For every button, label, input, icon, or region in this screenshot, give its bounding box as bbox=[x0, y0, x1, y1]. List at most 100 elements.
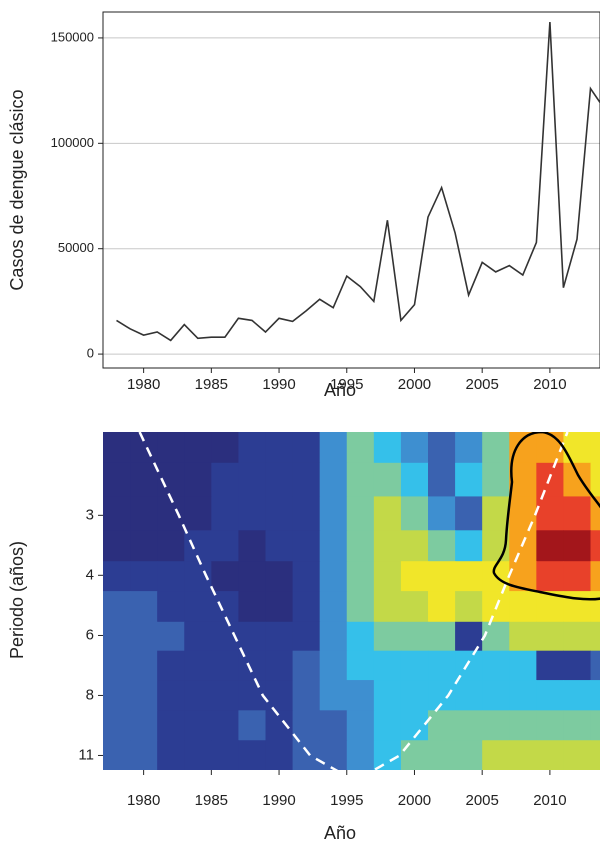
heat-cell bbox=[346, 462, 375, 497]
heat-cell bbox=[130, 591, 158, 623]
heat-cell bbox=[428, 740, 456, 770]
heat-cell bbox=[482, 710, 510, 741]
heat-cell bbox=[590, 650, 600, 681]
y-tick-label: 4 bbox=[86, 566, 94, 583]
heat-cell bbox=[130, 530, 158, 562]
heat-cell bbox=[455, 496, 483, 531]
heat-cell bbox=[157, 621, 185, 652]
heat-cell bbox=[536, 621, 564, 652]
heat-cell bbox=[563, 621, 592, 652]
heat-cell bbox=[211, 530, 239, 562]
heat-cell bbox=[292, 591, 321, 623]
heat-cell bbox=[292, 561, 321, 592]
heat-cell bbox=[455, 710, 483, 741]
heat-cell bbox=[373, 496, 402, 531]
x-tick-label: 2005 bbox=[465, 376, 498, 393]
heat-cell bbox=[292, 621, 321, 652]
heat-cell bbox=[103, 591, 131, 623]
x-tick-label: 2010 bbox=[533, 792, 566, 809]
heat-cell bbox=[292, 496, 321, 531]
heat-cell bbox=[319, 710, 348, 741]
line-series bbox=[116, 22, 600, 342]
heat-cell bbox=[265, 462, 294, 497]
heat-cell bbox=[130, 462, 158, 497]
heat-cell bbox=[455, 591, 483, 623]
heat-cell bbox=[292, 462, 321, 497]
heat-cell bbox=[482, 621, 510, 652]
heat-cell bbox=[400, 496, 429, 531]
heat-cell bbox=[157, 650, 185, 681]
heat-cell bbox=[319, 530, 348, 562]
heat-cell bbox=[184, 680, 212, 711]
heat-cell bbox=[400, 680, 429, 711]
heat-cell bbox=[563, 680, 592, 711]
heat-cell bbox=[103, 561, 131, 592]
heat-cell bbox=[238, 591, 267, 623]
heat-cell bbox=[428, 530, 456, 562]
heat-cell bbox=[346, 530, 375, 562]
heat-cell bbox=[184, 591, 212, 623]
heat-cell bbox=[103, 710, 131, 741]
heat-cell bbox=[319, 650, 348, 681]
heat-cell bbox=[509, 591, 537, 623]
heat-cell bbox=[373, 650, 402, 681]
heat-cell bbox=[455, 680, 483, 711]
heat-cell bbox=[563, 710, 592, 741]
heat-cell bbox=[373, 740, 402, 770]
heat-cell bbox=[428, 591, 456, 623]
x-tick-label: 1990 bbox=[262, 792, 295, 809]
heat-cell bbox=[265, 591, 294, 623]
heat-cell bbox=[590, 591, 600, 623]
heat-cell bbox=[400, 462, 429, 497]
heat-cell bbox=[346, 561, 375, 592]
heat-cell bbox=[400, 591, 429, 623]
heat-cell bbox=[536, 740, 564, 770]
heat-cell bbox=[103, 432, 131, 464]
heat-cell bbox=[428, 432, 456, 464]
heat-cell bbox=[373, 561, 402, 592]
x-tick-label: 2000 bbox=[398, 376, 431, 393]
heat-cell bbox=[590, 462, 600, 497]
heat-cell bbox=[130, 432, 158, 464]
heat-cell bbox=[319, 462, 348, 497]
heat-cell bbox=[157, 740, 185, 770]
heat-cell bbox=[103, 530, 131, 562]
heat-cell bbox=[563, 740, 592, 770]
heat-cell bbox=[130, 621, 158, 652]
heat-cell bbox=[563, 561, 592, 592]
x-tick-label: 1995 bbox=[330, 376, 363, 393]
heat-cell bbox=[319, 621, 348, 652]
x-tick-label: 2005 bbox=[465, 792, 498, 809]
x-axis-title: Año bbox=[324, 380, 356, 400]
heat-cell bbox=[265, 740, 294, 770]
heat-cell bbox=[536, 680, 564, 711]
heat-cell bbox=[373, 621, 402, 652]
heat-cell bbox=[400, 740, 429, 770]
x-tick-label: 1985 bbox=[195, 376, 228, 393]
heat-cell bbox=[157, 432, 185, 464]
heat-cell bbox=[157, 530, 185, 562]
heat-cell bbox=[292, 740, 321, 770]
heat-cell bbox=[346, 710, 375, 741]
plot-frame bbox=[102, 11, 600, 369]
y-tick-label: 8 bbox=[86, 686, 94, 703]
heat-cell bbox=[428, 710, 456, 741]
heat-cell bbox=[265, 710, 294, 741]
y-tick-label: 150000 bbox=[51, 29, 94, 44]
cone-line bbox=[138, 432, 569, 770]
heat-cell bbox=[157, 591, 185, 623]
heat-cell bbox=[319, 680, 348, 711]
x-axis-title: Año bbox=[324, 823, 356, 843]
heat-cell bbox=[400, 530, 429, 562]
x-tick-label: 1985 bbox=[195, 792, 228, 809]
heat-cell bbox=[536, 650, 564, 681]
heatmap bbox=[103, 432, 600, 770]
heat-cell bbox=[130, 740, 158, 770]
significance-contour bbox=[492, 432, 600, 601]
heat-cell bbox=[400, 432, 429, 464]
heat-cell bbox=[238, 496, 267, 531]
heat-cell bbox=[184, 710, 212, 741]
heat-cell bbox=[103, 496, 131, 531]
heat-cell bbox=[590, 496, 600, 531]
heat-cell bbox=[455, 462, 483, 497]
